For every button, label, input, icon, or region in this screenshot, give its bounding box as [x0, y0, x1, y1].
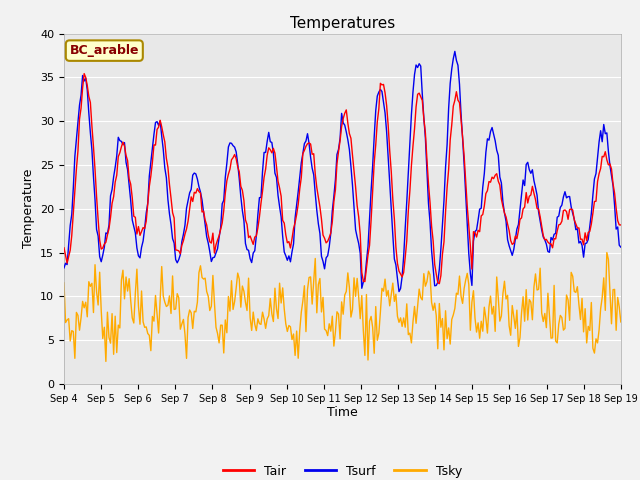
X-axis label: Time: Time: [327, 407, 358, 420]
Legend: Tair, Tsurf, Tsky: Tair, Tsurf, Tsky: [218, 460, 467, 480]
Y-axis label: Temperature: Temperature: [22, 169, 35, 249]
Title: Temperatures: Temperatures: [290, 16, 395, 31]
Text: BC_arable: BC_arable: [70, 44, 139, 57]
